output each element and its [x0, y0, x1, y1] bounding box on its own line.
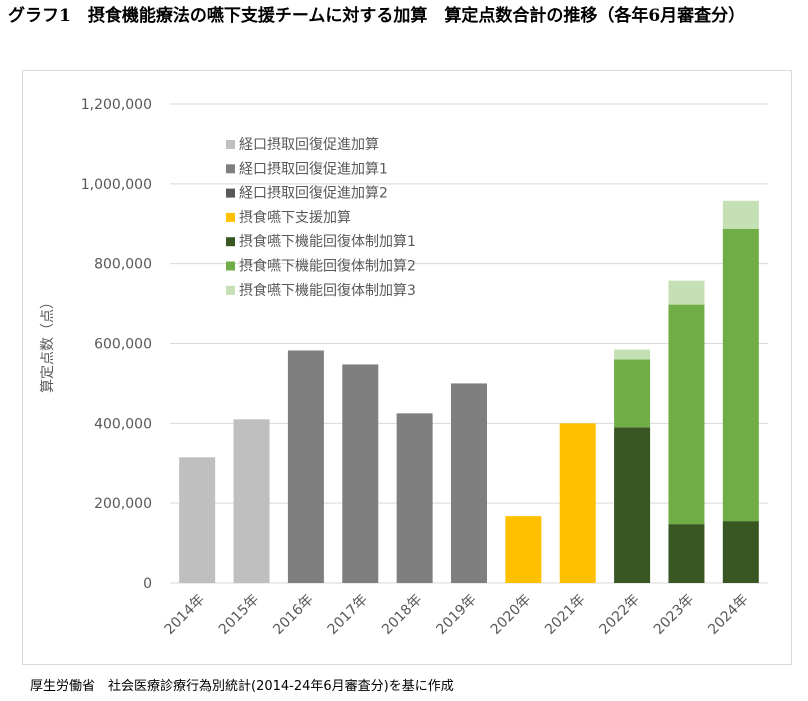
x-tick-label: 2023年 [651, 592, 697, 638]
x-tick-label: 2024年 [705, 592, 751, 638]
bar-2016年-1 [287, 350, 324, 583]
x-tick-label: 2020年 [488, 592, 534, 638]
x-tick-label: 2018年 [379, 592, 425, 638]
y-tick-label: 1,000,000 [81, 177, 152, 193]
legend-swatch [226, 237, 235, 247]
x-tick-label: 2019年 [433, 592, 479, 638]
bar-2021年-3 [559, 423, 596, 583]
bar-2019年-1 [451, 383, 487, 583]
x-tick-label: 2021年 [542, 592, 588, 638]
bar-2018年-1 [396, 413, 433, 583]
x-tick-label: 2016年 [270, 592, 316, 638]
x-tick-label: 2022年 [597, 592, 643, 638]
legend-swatch [226, 188, 235, 198]
legend-item: 摂食嚥下機能回復体制加算1 [239, 233, 416, 250]
bar-2017年-1 [342, 364, 379, 583]
legend-item: 摂食嚥下機能回復体制加算2 [239, 258, 416, 275]
bar-2024年-5 [722, 228, 759, 522]
bar-2022年-5 [614, 359, 651, 428]
legend-item: 経口摂取回復促進加算1 [239, 160, 388, 177]
y-axis-label: 算定点数（点） [40, 295, 56, 393]
legend-swatch [226, 285, 235, 295]
legend-swatch [226, 140, 235, 149]
legend-item: 摂食嚥下支援加算 [239, 209, 351, 226]
y-tick-label: 400,000 [94, 416, 152, 432]
y-tick-label: 200,000 [94, 496, 152, 512]
bar-2022年-4 [614, 427, 651, 583]
legend-item: 経口摂取回復促進加算 [239, 136, 379, 153]
x-tick-label: 2017年 [325, 592, 371, 638]
bar-2024年-6 [722, 200, 759, 229]
bar-2023年-4 [668, 524, 705, 583]
chart-frame [22, 70, 792, 665]
bar-2023年-6 [668, 280, 705, 305]
source-note: 厚生労働省 社会医療診療行為別統計(2014-24年6月審査分)を基に作成 [30, 679, 454, 694]
bar-2024年-4 [722, 521, 759, 583]
legend-swatch [226, 261, 235, 271]
bar-2022年-6 [614, 349, 651, 360]
x-tick-label: 2015年 [216, 592, 262, 638]
legend-swatch [226, 164, 235, 174]
chart-title: グラフ1 摂食機能療法の嚥下支援チームに対する加算 算定点数合計の推移（各年6月… [8, 6, 746, 26]
y-tick-label: 1,200,000 [81, 97, 152, 113]
bar-2020年-3 [505, 516, 542, 583]
legend-item: 摂食嚥下機能回復体制加算3 [239, 282, 416, 299]
y-tick-label: 800,000 [94, 257, 152, 273]
x-tick-label: 2014年 [162, 592, 208, 638]
y-tick-label: 0 [143, 576, 152, 592]
bar-2015年-0 [233, 419, 270, 583]
legend-item: 経口摂取回復促進加算2 [239, 185, 388, 202]
legend-swatch [226, 212, 235, 222]
bar-2023年-5 [668, 304, 705, 525]
y-tick-label: 600,000 [94, 337, 152, 353]
bar-2014年-0 [179, 457, 216, 583]
